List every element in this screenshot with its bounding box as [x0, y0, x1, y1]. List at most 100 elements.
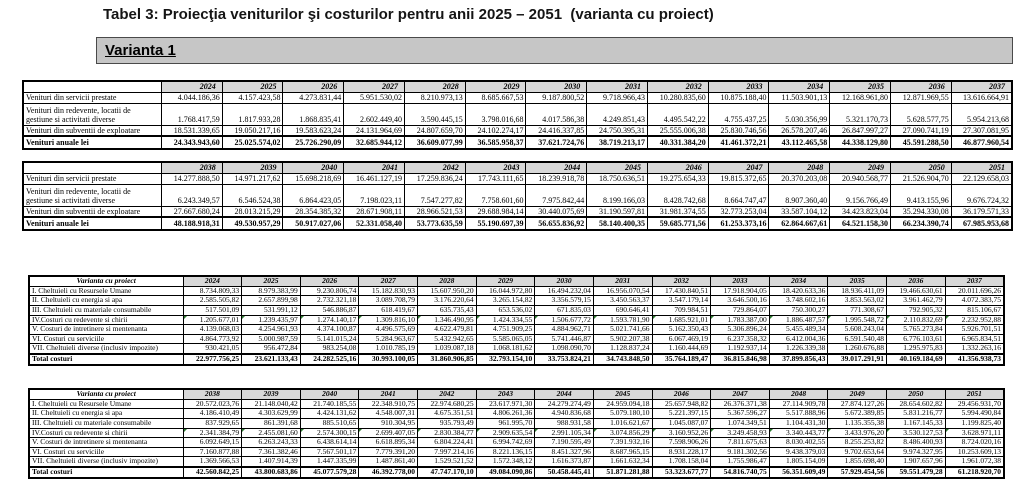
- value-cell: 4.751.909,25: [475, 324, 536, 335]
- value-cell: 1.685.921,01: [651, 314, 712, 326]
- value-cell: 5.321.170,73: [829, 102, 891, 126]
- value-cell: 1.160.444,69: [651, 343, 712, 355]
- value-cell: 5.765.273,84: [886, 324, 946, 335]
- value-cell: 1.295.975,83: [886, 343, 946, 355]
- total-value: 36.585.958,37: [464, 135, 527, 150]
- value-cell: 20.940.568,77: [829, 172, 891, 185]
- total-value: 35.764.189,47: [651, 353, 712, 366]
- row-label: III. Cheltuieli cu materiale consumabile: [28, 417, 184, 429]
- value-cell: 5.432.942,65: [417, 333, 477, 345]
- value-cell: 5.306.896,24: [710, 324, 770, 335]
- year-header: 2039: [241, 388, 301, 400]
- value-cell: 17.743.111,65: [464, 172, 527, 185]
- value-cell: 7.567.501,17: [299, 446, 360, 458]
- table-row: III. Cheltuieli cu materiale consumabile…: [28, 304, 1005, 316]
- value-cell: 19.275.654,33: [646, 172, 709, 185]
- year-header: 2046: [646, 161, 709, 174]
- row-label: III. Cheltuieli cu materiale consumabile: [28, 304, 184, 316]
- value-cell: 2.732.321,18: [299, 295, 360, 306]
- table-row: Venituri din redevente, locatii de gesti…: [22, 183, 1013, 207]
- value-cell: 22.129.658,03: [950, 172, 1013, 185]
- value-cell: 5.367.596,27: [710, 408, 770, 419]
- value-cell: 771.308,67: [827, 304, 888, 316]
- value-cell: 5.672.389,85: [827, 408, 888, 419]
- table-row: V. Costuri de intretinere si mentenanta 6…: [28, 437, 1005, 448]
- value-cell: 5.079.180,10: [592, 408, 653, 419]
- total-label: Total costuri: [28, 466, 184, 479]
- table-row: VI. Costuri cu serviciile 7.160.877,88 7.3…: [28, 446, 1005, 458]
- year-header: 2049: [829, 161, 891, 174]
- table-row: VII. Cheltuieli diverse (inclusiv impozi…: [28, 456, 1005, 468]
- value-cell: 4.675.351,51: [417, 408, 477, 419]
- value-cell: 7.361.382,46: [241, 446, 301, 458]
- value-cell: 9.676.724,32: [950, 183, 1013, 207]
- value-cell: 20.011.696,26: [944, 285, 1005, 297]
- value-cell: 27.090.741,19: [889, 124, 952, 137]
- value-cell: 1.045.087,07: [651, 417, 712, 429]
- value-cell: 18.936.411,09: [827, 285, 888, 297]
- value-cell: 25.555.006,38: [646, 124, 709, 137]
- value-cell: 14.971.217,62: [221, 172, 284, 185]
- value-cell: 36.179.571,33: [950, 205, 1013, 218]
- value-cell: 4.254.961,93: [241, 324, 301, 335]
- value-cell: 6.263.243,33: [241, 437, 301, 448]
- value-cell: 4.249.851,43: [586, 102, 648, 126]
- row-label: VII. Cheltuieli diverse (inclusiv impozi…: [28, 456, 184, 468]
- value-cell: 1.332.263,16: [944, 343, 1005, 355]
- year-header: 2047: [710, 388, 770, 400]
- total-value: 30.993.100,05: [358, 353, 419, 366]
- year-header-row: 2024 2025 2026 2027 2028 2029 2030 2031 2032 2033…: [22, 80, 1013, 93]
- total-row: Venituri anuale lei 24.343.943,60 25.025.5…: [22, 135, 1013, 150]
- corner-cell: [22, 161, 162, 174]
- year-header: 2024: [160, 80, 223, 93]
- value-cell: 5.954.213,68: [950, 102, 1013, 126]
- year-header: 2035: [829, 80, 891, 93]
- row-label: II. Cheltuieli cu energia si apa: [28, 295, 184, 306]
- value-cell: 4.622.479,81: [417, 324, 477, 335]
- revenue-table-2024-2037: 2024 2025 2026 2027 2028 2029 2030 2031 2032 2033…: [22, 80, 1013, 150]
- value-cell: 2.991.105,34: [534, 427, 594, 439]
- value-cell: 8.428.742,68: [646, 183, 709, 207]
- value-cell: 26.376.371,38: [710, 398, 770, 410]
- table-row: I. Cheltuieli cu Resursele Umane 20.572.0…: [28, 398, 1005, 410]
- year-header: 2034: [768, 275, 829, 287]
- value-cell: 4.017.586,38: [525, 102, 588, 126]
- value-cell: 4.864.773,92: [182, 333, 243, 345]
- value-cell: 1.407.914,39: [241, 456, 301, 468]
- value-cell: 24.131.964,69: [343, 124, 405, 137]
- value-cell: 653.536,02: [475, 304, 536, 316]
- year-header: 2037: [944, 275, 1005, 287]
- value-cell: 13.616.664,91: [950, 91, 1013, 104]
- value-cell: 17.918.904,05: [710, 285, 770, 297]
- value-cell: 5.608.243,04: [827, 324, 888, 335]
- value-cell: 6.776.103,61: [886, 333, 946, 345]
- value-cell: 8.221.136,15: [475, 446, 536, 458]
- year-header: 2035: [827, 275, 888, 287]
- value-cell: 4.186.410,49: [182, 408, 243, 419]
- year-header: 2042: [403, 161, 466, 174]
- year-header: 2049: [827, 388, 888, 400]
- value-cell: 4.884.962,71: [534, 324, 594, 335]
- total-value: 38.719.213,17: [586, 135, 648, 150]
- value-cell: 1.068.181,62: [475, 343, 536, 355]
- value-cell: 26.847.997,27: [829, 124, 891, 137]
- value-cell: 4.495.542,22: [646, 102, 709, 126]
- year-header: 2038: [182, 388, 243, 400]
- value-cell: 4.548.007,31: [358, 408, 419, 419]
- value-cell: 6.067.469,19: [651, 333, 712, 345]
- total-value: 34.743.848,50: [592, 353, 653, 366]
- total-value: 61.218.920,70: [944, 466, 1005, 479]
- year-header-row: Varianta cu proiect 2024 2025 2026 2027 2028 2…: [28, 275, 1005, 287]
- value-cell: 31.981.374,55: [646, 205, 709, 218]
- value-cell: 27.874.127,26: [827, 398, 888, 410]
- value-cell: 1.128.837,24: [592, 343, 653, 355]
- total-value: 50.458.445,41: [534, 466, 594, 479]
- value-cell: 18.750.636,51: [586, 172, 648, 185]
- total-value: 44.338.129,80: [829, 135, 891, 150]
- value-cell: 28.354.385,32: [282, 205, 345, 218]
- table-row: IV.Costuri cu redevente si chirii 2.341.3…: [28, 427, 1005, 439]
- value-cell: 9.974.327,95: [886, 446, 946, 458]
- total-value: 58.140.400,35: [586, 216, 648, 231]
- value-cell: 27.667.680,24: [160, 205, 223, 218]
- value-cell: 20.370.203,08: [768, 172, 831, 185]
